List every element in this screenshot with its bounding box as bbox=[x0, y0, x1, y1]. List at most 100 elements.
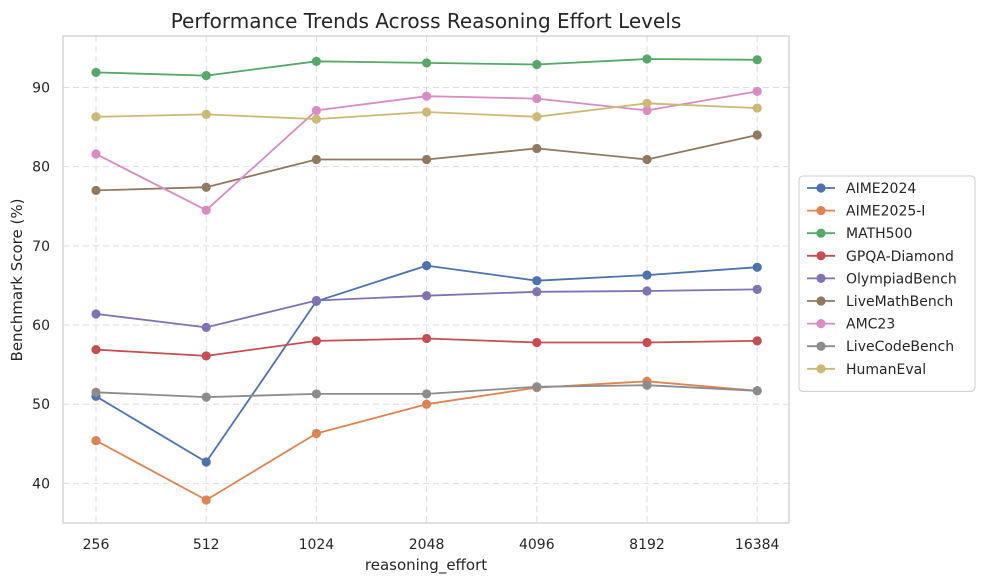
data-point bbox=[642, 270, 652, 280]
series-group bbox=[91, 54, 762, 505]
y-tick-label: 60 bbox=[32, 318, 50, 334]
series-aime2024 bbox=[91, 261, 762, 467]
legend-marker bbox=[816, 228, 826, 238]
legend-item: LiveCodeBench bbox=[807, 339, 954, 355]
legend-marker bbox=[816, 341, 826, 351]
data-point bbox=[532, 382, 542, 392]
data-point bbox=[532, 287, 542, 297]
data-point bbox=[201, 351, 211, 361]
legend-label: MATH500 bbox=[846, 226, 912, 242]
x-tick-label: 8192 bbox=[629, 537, 665, 553]
legend-marker bbox=[816, 364, 826, 374]
legend-item: AIME2025-I bbox=[807, 204, 925, 220]
legend-item: MATH500 bbox=[807, 226, 912, 242]
data-point bbox=[311, 389, 321, 399]
data-point bbox=[752, 386, 762, 396]
legend-item: AMC23 bbox=[807, 317, 895, 333]
legend-label: GPQA-Diamond bbox=[846, 249, 954, 265]
data-point bbox=[752, 55, 762, 65]
data-point bbox=[91, 436, 101, 446]
x-tick-label: 4096 bbox=[519, 537, 555, 553]
legend-item: OlympiadBench bbox=[807, 271, 957, 287]
data-point bbox=[311, 154, 321, 165]
data-point bbox=[201, 392, 211, 402]
x-tick-label: 2048 bbox=[409, 537, 445, 553]
data-point bbox=[201, 109, 211, 119]
data-point bbox=[422, 291, 432, 301]
data-point bbox=[532, 93, 542, 104]
legend-label: AIME2025-I bbox=[846, 204, 925, 220]
data-point bbox=[752, 336, 762, 346]
legend-label: OlympiadBench bbox=[846, 271, 957, 287]
legend-marker bbox=[816, 296, 826, 306]
legend-label: HumanEval bbox=[846, 362, 926, 378]
x-tick-label: 512 bbox=[193, 537, 220, 553]
data-point bbox=[752, 262, 762, 272]
data-point bbox=[532, 59, 542, 70]
legend: AIME2024 AIME2025-I MATH500 GPQA-Diamond Oly… bbox=[798, 175, 976, 392]
data-point bbox=[201, 205, 211, 215]
data-point bbox=[642, 337, 652, 348]
data-point bbox=[422, 389, 432, 399]
data-point bbox=[752, 130, 762, 140]
data-point bbox=[532, 276, 542, 286]
data-point bbox=[642, 154, 652, 165]
y-tick-label: 80 bbox=[32, 160, 50, 176]
data-point bbox=[752, 284, 762, 294]
data-point bbox=[91, 309, 101, 319]
data-point bbox=[422, 91, 432, 101]
legend-item: LiveMathBench bbox=[807, 294, 953, 310]
legend-marker bbox=[816, 183, 826, 193]
y-tick-label: 70 bbox=[32, 239, 50, 255]
data-point bbox=[91, 344, 101, 355]
data-point bbox=[201, 457, 211, 467]
data-point bbox=[532, 112, 542, 122]
series-livecodebench bbox=[91, 380, 762, 402]
data-point bbox=[91, 112, 101, 122]
data-point bbox=[311, 336, 321, 346]
legend-item: AIME2024 bbox=[807, 181, 916, 197]
legend-label: AMC23 bbox=[846, 317, 895, 333]
data-point bbox=[91, 185, 101, 196]
x-tick-label: 16384 bbox=[735, 537, 780, 553]
data-point bbox=[201, 322, 211, 333]
x-axis-ticks: 256 512 1024 2048 4096 8192 16384 bbox=[83, 537, 780, 553]
data-point bbox=[311, 114, 321, 124]
chart-title: Performance Trends Across Reasoning Effo… bbox=[171, 9, 682, 33]
y-tick-label: 90 bbox=[32, 80, 50, 96]
legend-label: AIME2024 bbox=[846, 181, 916, 197]
data-point bbox=[532, 143, 542, 154]
series-humaneval bbox=[91, 98, 762, 124]
legend-item: GPQA-Diamond bbox=[807, 249, 954, 265]
plot-frame bbox=[62, 35, 790, 524]
series-olympiadbench bbox=[91, 284, 762, 333]
legend-label: LiveCodeBench bbox=[846, 339, 954, 355]
y-tick-label: 50 bbox=[32, 397, 50, 413]
legend-marker bbox=[816, 319, 826, 329]
data-point bbox=[752, 103, 762, 113]
legend-box bbox=[798, 175, 976, 392]
series-amc23 bbox=[91, 86, 762, 215]
data-point bbox=[422, 261, 432, 271]
legend-marker bbox=[816, 273, 826, 283]
series-math500 bbox=[91, 54, 762, 81]
x-tick-label: 256 bbox=[83, 537, 110, 553]
data-point bbox=[91, 387, 101, 397]
x-axis-label: reasoning_effort bbox=[365, 556, 487, 575]
data-point bbox=[311, 56, 321, 66]
data-point bbox=[422, 107, 432, 117]
data-point bbox=[642, 105, 652, 116]
data-point bbox=[532, 337, 542, 348]
data-point bbox=[311, 295, 321, 306]
data-point bbox=[642, 380, 652, 390]
legend-item: HumanEval bbox=[807, 362, 926, 378]
data-point bbox=[642, 54, 652, 64]
data-point bbox=[201, 182, 211, 192]
data-point bbox=[201, 495, 211, 505]
data-point bbox=[201, 70, 211, 81]
data-point bbox=[311, 105, 321, 116]
data-point bbox=[91, 149, 101, 159]
y-tick-label: 40 bbox=[32, 476, 50, 492]
data-point bbox=[91, 67, 101, 78]
